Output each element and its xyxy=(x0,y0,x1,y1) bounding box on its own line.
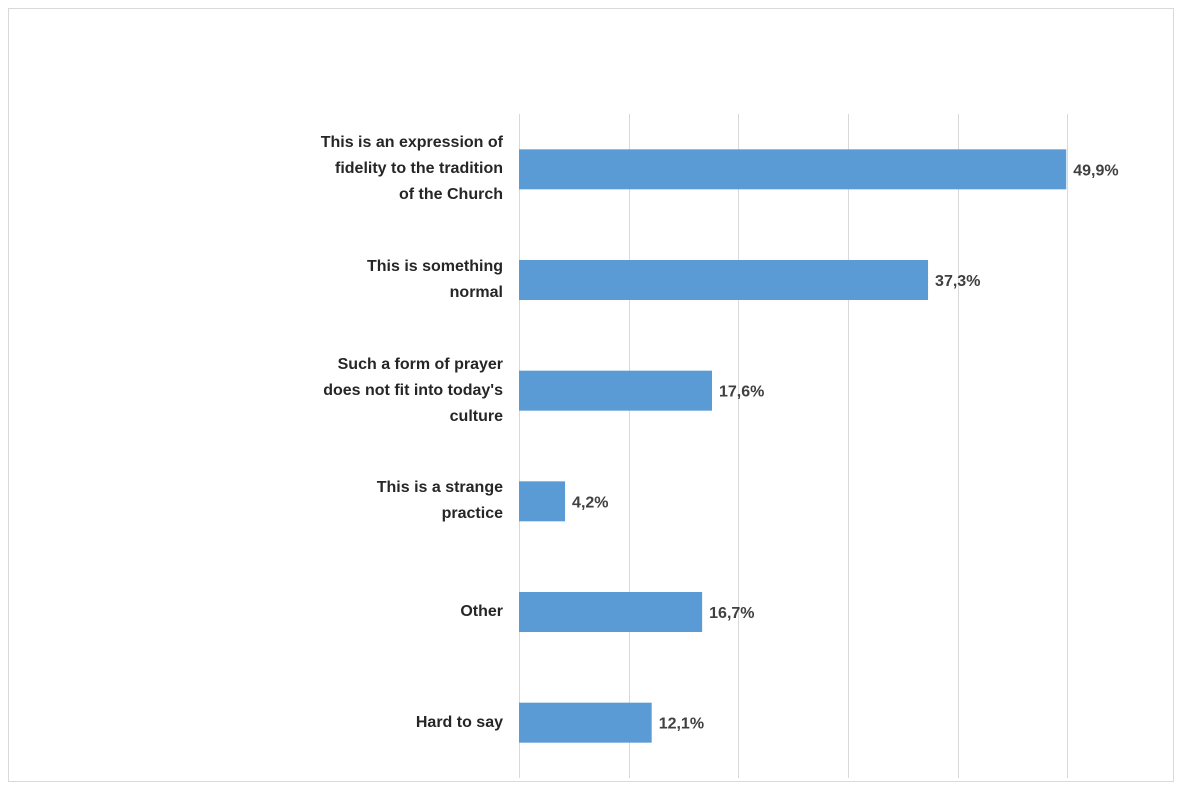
category-label-line: of the Church xyxy=(399,186,503,204)
category-label-line: Such a form of prayer xyxy=(337,355,503,373)
value-labels: 49,9% 37,3% 17,6% 4,2% 16,7% 12,1% xyxy=(572,162,1119,732)
category-label-line: This is something xyxy=(366,258,503,275)
bar xyxy=(519,149,1067,190)
category-label: This is a strange practice xyxy=(243,475,503,527)
bar-chart: 49,9% 37,3% 17,6% 4,2% 16,7% 12,1% xyxy=(519,114,1119,778)
category-label-line: practice xyxy=(441,505,503,523)
category-label-line: normal xyxy=(449,284,503,301)
bar xyxy=(519,592,703,632)
bar xyxy=(519,260,929,300)
data-label: 49,9% xyxy=(1073,162,1118,179)
category-label: This is an expression of fidelity to the … xyxy=(243,130,503,208)
data-label: 17,6% xyxy=(719,384,764,401)
category-label-line: This is a strange xyxy=(376,479,503,497)
category-label: Hard to say xyxy=(243,710,503,736)
bar xyxy=(519,481,566,522)
gridlines xyxy=(519,114,1068,778)
category-label: Other xyxy=(243,599,503,625)
category-label-line: This is an expression of xyxy=(320,134,503,152)
category-label-line: Other xyxy=(460,603,503,620)
bar xyxy=(519,370,713,411)
category-label: Such a form of prayer does not fit into t… xyxy=(243,352,503,430)
data-label: 4,2% xyxy=(572,494,608,511)
bars xyxy=(519,149,1067,743)
category-label-line: does not fit into today's xyxy=(323,381,503,399)
category-label-line: Hard to say xyxy=(415,713,503,731)
data-label: 12,1% xyxy=(659,716,704,733)
bar xyxy=(519,702,652,743)
data-label: 16,7% xyxy=(709,605,754,622)
category-label-line: fidelity to the tradition xyxy=(335,160,503,178)
category-label-line: culture xyxy=(449,407,503,425)
data-label: 37,3% xyxy=(935,273,980,290)
category-label: This is something normal xyxy=(243,254,503,306)
chart-frame: 49,9% 37,3% 17,6% 4,2% 16,7% 12,1% This is an… xyxy=(8,8,1174,782)
